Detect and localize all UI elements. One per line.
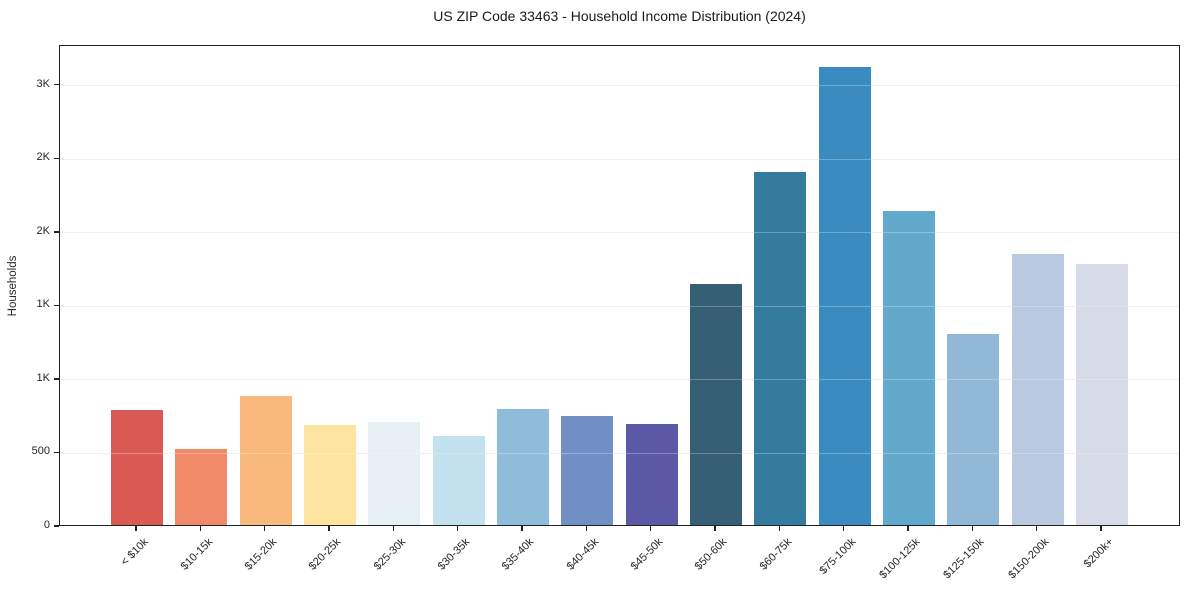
gridline-2K	[60, 232, 1179, 234]
gridline-overlay	[60, 305, 1179, 307]
gridline-overlay	[60, 379, 1179, 381]
y-tick-label: 3K	[36, 77, 50, 90]
bar-25-30k	[368, 422, 421, 525]
plot-area	[59, 45, 1180, 526]
y-tick-mark	[54, 378, 59, 380]
x-tick-mark	[392, 526, 395, 531]
bar-35-40k	[497, 408, 549, 525]
gridline-overlay	[60, 85, 1179, 87]
bar-50-60k	[690, 283, 742, 525]
bar-200k	[1076, 263, 1128, 525]
x-tick-mark	[971, 526, 974, 531]
x-tick-mark	[1100, 526, 1102, 531]
x-tick-label: $10-15k	[178, 536, 215, 573]
y-tick-mark	[54, 525, 59, 527]
bar-10k	[111, 409, 163, 525]
gridline-1K	[60, 305, 1179, 307]
x-tick-mark	[585, 526, 588, 531]
gridline-1K	[60, 379, 1179, 381]
x-tick-label: $45-50k	[628, 536, 666, 573]
x-tick-label: $200k+	[1081, 536, 1116, 571]
gridline-overlay	[60, 232, 1179, 234]
x-tick-mark	[199, 526, 202, 531]
bar-20-25k	[304, 424, 356, 525]
x-tick-mark	[1035, 526, 1038, 531]
gridline-overlay	[60, 452, 1179, 454]
y-tick-mark	[54, 83, 59, 86]
x-tick-mark	[135, 526, 137, 531]
x-tick-label: $30-35k	[435, 536, 473, 573]
gridline-overlay	[60, 158, 1179, 160]
y-tick-label: 0	[43, 519, 50, 531]
bar-40-45k	[561, 416, 614, 525]
bar-30-35k	[432, 436, 485, 525]
x-tick-mark	[328, 526, 330, 531]
bar-150-200k	[1011, 253, 1064, 525]
gridline-500	[60, 452, 1179, 454]
bar-45-50k	[625, 424, 678, 525]
x-tick-label: $25-30k	[371, 536, 408, 573]
x-tick-mark	[842, 526, 845, 531]
bar-60-75k	[754, 171, 807, 525]
y-tick-label: 1K	[36, 298, 50, 311]
y-tick-label: 1K	[36, 371, 50, 384]
gridline-2K	[60, 158, 1179, 160]
y-tick-label: 2K	[36, 224, 50, 237]
x-tick-label: $125-150k	[941, 536, 987, 582]
bar-125-150k	[947, 333, 1000, 525]
x-tick-label: $20-25k	[306, 536, 344, 573]
bar-75-100k	[818, 66, 871, 525]
y-tick-label: 2K	[36, 151, 50, 164]
bar-15-20k	[239, 396, 292, 525]
y-tick-mark	[54, 451, 59, 454]
x-tick-mark	[714, 526, 716, 531]
x-tick-label: $75-100k	[817, 536, 859, 577]
x-tick-label: $15-20k	[242, 536, 280, 573]
bar-10-15k	[175, 448, 228, 525]
x-tick-label: $150-200k	[1005, 536, 1052, 582]
x-tick-mark	[263, 526, 266, 531]
bar-100-125k	[883, 210, 935, 525]
y-tick-mark	[54, 231, 59, 233]
x-tick-mark	[521, 526, 523, 531]
x-tick-mark	[778, 526, 781, 531]
x-tick-mark	[907, 526, 909, 531]
y-tick-mark	[54, 304, 59, 307]
x-tick-label: $60-75k	[757, 536, 794, 573]
y-tick-mark	[54, 157, 59, 159]
x-tick-label: < $10k	[118, 536, 151, 569]
chart-title: US ZIP Code 33463 - Household Income Dis…	[433, 8, 806, 24]
x-tick-mark	[649, 526, 652, 531]
x-tick-label: $40-45k	[564, 536, 601, 573]
x-tick-label: $50-60k	[692, 536, 730, 573]
gridline-3K	[60, 85, 1179, 87]
x-tick-label: $100-125k	[877, 536, 923, 582]
x-tick-label: $35-40k	[499, 536, 537, 573]
x-tick-mark	[456, 526, 459, 531]
y-tick-label: 500	[31, 445, 50, 458]
